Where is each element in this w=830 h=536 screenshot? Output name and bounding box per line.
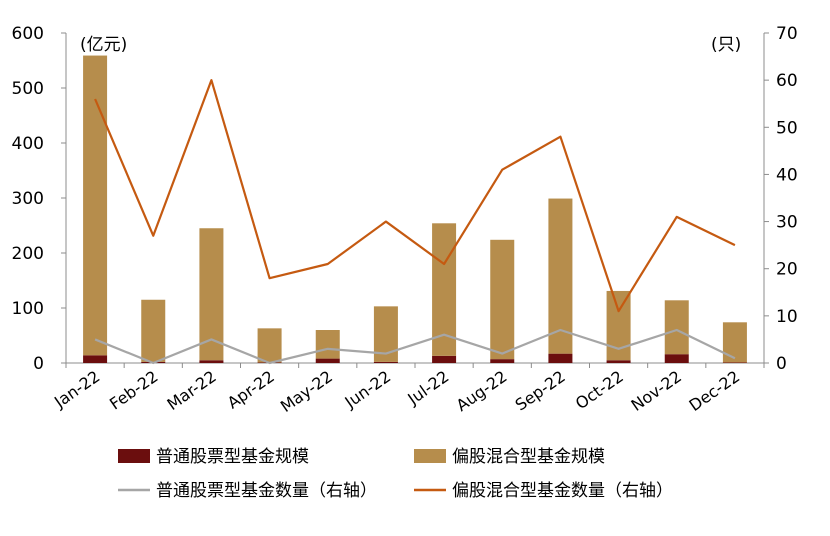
right-tick-label: 50 [776,118,798,138]
left-tick-label: 300 [12,189,44,209]
legend-label: 偏股混合型基金规模 [452,447,605,467]
x-tick-label: Jun-22 [341,367,395,412]
bar-mixed-fund-scale [664,300,689,355]
right-tick-label: 10 [776,307,798,327]
line-mixed-fund-count [94,79,736,313]
bar-stock-fund-scale [722,362,747,363]
legend-swatch [414,449,446,463]
bar-mixed-fund-scale [315,330,340,359]
bar-stock-fund-scale [664,354,689,363]
bar-stock-fund-scale [373,361,398,363]
right-tick-label: 40 [776,165,798,185]
bar-stock-fund-scale [199,360,224,363]
axes [61,32,769,368]
bar-mixed-fund-scale [722,322,747,363]
x-tick-label: May-22 [277,367,336,416]
bar-stock-fund-scale [606,360,631,363]
bar-mixed-fund-scale [490,239,515,360]
x-tick-label: Nov-22 [628,367,686,415]
left-tick-label: 0 [33,354,44,374]
right-tick-label: 0 [776,354,787,374]
x-tick-label: Mar-22 [164,367,220,414]
bar-stock-fund-scale [548,353,573,363]
legend-label: 普通股票型基金数量（右轴） [156,481,377,501]
left-tick-label: 400 [12,134,44,154]
bar-stock-fund-scale [83,355,108,363]
left-tick-label: 200 [12,244,44,264]
left-tick-label: 100 [12,299,44,319]
x-tick-label: Oct-22 [572,367,627,413]
right-axis-unit-label: (只) [711,35,741,55]
bar-mixed-fund-scale [199,228,224,361]
lines [94,79,736,365]
x-tick-label: Sep-22 [512,367,569,415]
legend-label: 普通股票型基金规模 [156,447,309,467]
right-tick-label: 30 [776,213,798,233]
bars [83,55,747,363]
bar-mixed-fund-scale [432,223,457,356]
bar-stock-fund-scale [432,355,457,363]
line-stock-fund-count [94,328,736,365]
bar-mixed-fund-scale [83,55,108,356]
x-tick-label: Jul-22 [403,367,452,409]
x-tick-label: Jan-22 [50,367,103,412]
x-tick-label: Apr-22 [224,367,278,413]
bar-mixed-fund-scale [548,198,573,354]
left-axis-unit-label: (亿元) [80,35,127,55]
legend-swatch [118,449,150,463]
left-tick-label: 600 [12,24,44,44]
right-tick-label: 20 [776,260,798,280]
left-tick-label: 500 [12,79,44,99]
x-tick-label: Dec-22 [686,367,744,415]
x-tick-label: Aug-22 [453,367,511,415]
legend-label: 偏股混合型基金数量（右轴） [452,481,673,501]
right-tick-label: 70 [776,24,798,44]
bar-stock-fund-scale [315,358,340,363]
bar-mixed-fund-scale [257,328,282,363]
bar-stock-fund-scale [490,359,515,363]
bar-mixed-fund-scale [141,299,166,362]
right-tick-label: 60 [776,71,798,91]
x-tick-label: Feb-22 [106,367,162,414]
